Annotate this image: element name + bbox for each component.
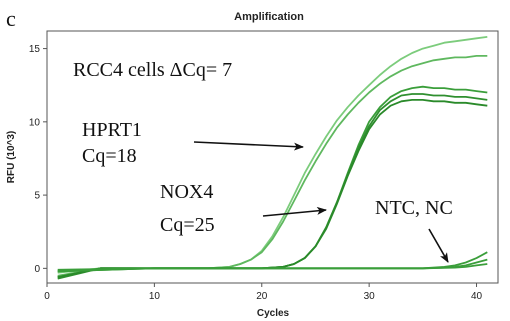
y-axis-label: RFU (10^3) — [6, 131, 17, 184]
arrow-ntc-nc — [428, 228, 449, 263]
annotation-ntc-nc: NTC, NC — [375, 197, 453, 219]
x-tick-label-0: 0 — [44, 291, 50, 302]
amplification-curve-7 — [57, 263, 488, 271]
annotation-hprt1: HPRT1 — [82, 119, 142, 141]
annotation-rcc4-delta-cq: RCC4 cells ΔCq= 7 — [73, 59, 232, 81]
annotation-nox4: NOX4 — [160, 181, 213, 203]
plot-area — [46, 30, 499, 284]
y-tick-label-0: 0 — [34, 264, 40, 275]
panel-label: c — [6, 6, 16, 31]
amplification-curve-1 — [57, 55, 488, 277]
chart-title: Amplification — [234, 11, 304, 23]
x-tick-label-3: 30 — [364, 291, 376, 302]
y-tick-label-3: 15 — [29, 44, 41, 55]
x-axis-label: Cycles — [257, 308, 290, 319]
y-axis: 0 5 10 15 — [29, 44, 47, 275]
x-tick-label-1: 10 — [149, 291, 161, 302]
x-tick-label-2: 20 — [256, 291, 268, 302]
amplification-curves — [57, 36, 488, 280]
y-tick-label-2: 10 — [29, 117, 41, 128]
arrow-hprt1 — [193, 141, 304, 151]
annotation-hprt1-cq: Cq=18 — [82, 145, 137, 167]
x-tick-label-4: 40 — [471, 291, 483, 302]
annotation-nox4-cq: Cq=25 — [160, 214, 215, 236]
y-tick-label-1: 5 — [34, 191, 40, 202]
arrow-nox4 — [262, 206, 327, 217]
x-axis: 0 10 20 30 40 — [44, 283, 483, 302]
